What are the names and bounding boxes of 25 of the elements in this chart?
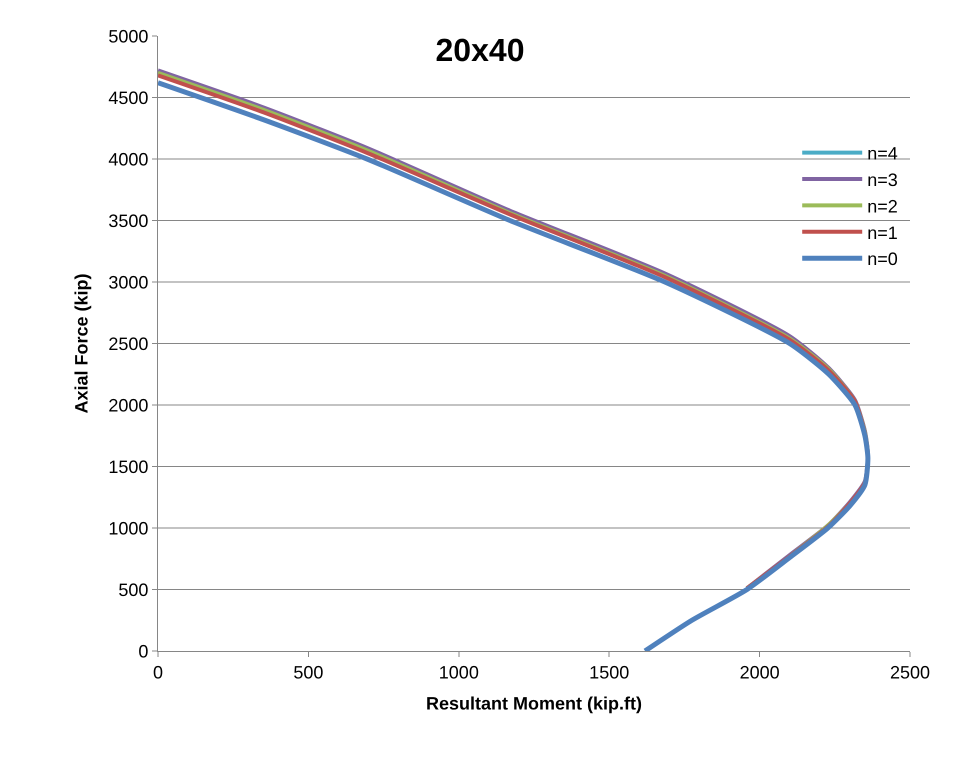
y-tick-label: 2000 [108, 395, 148, 416]
y-tick-label: 2500 [108, 334, 148, 354]
y-tick-label: 3000 [108, 272, 148, 292]
y-tick-label: 4000 [108, 149, 148, 170]
y-tick-label: 500 [118, 580, 148, 600]
legend-label: n=1 [867, 222, 898, 243]
y-tick-label: 4500 [108, 88, 148, 108]
y-axis-title: Axial Force (kip) [72, 273, 92, 414]
y-tick-label: 1500 [108, 456, 148, 477]
legend-label: n=3 [867, 170, 898, 190]
x-axis-title: Resultant Moment (kip.ft) [426, 694, 642, 714]
legend-label: n=4 [867, 144, 898, 164]
x-tick-label: 2000 [740, 662, 780, 683]
x-tick-label: 2500 [890, 662, 930, 683]
x-tick-label: 500 [293, 662, 324, 683]
y-tick-label: 1000 [108, 518, 148, 538]
x-tick-label: 1000 [438, 662, 479, 683]
y-tick-label: 5000 [108, 26, 148, 46]
y-tick-label: 0 [138, 641, 148, 662]
legend-label: n=0 [867, 249, 898, 270]
chart-title: 20x40 [436, 32, 524, 68]
legend-label: n=2 [867, 196, 898, 216]
y-tick-label: 3500 [108, 210, 148, 231]
x-tick-label: 0 [152, 662, 164, 683]
x-tick-label: 1500 [589, 662, 630, 683]
